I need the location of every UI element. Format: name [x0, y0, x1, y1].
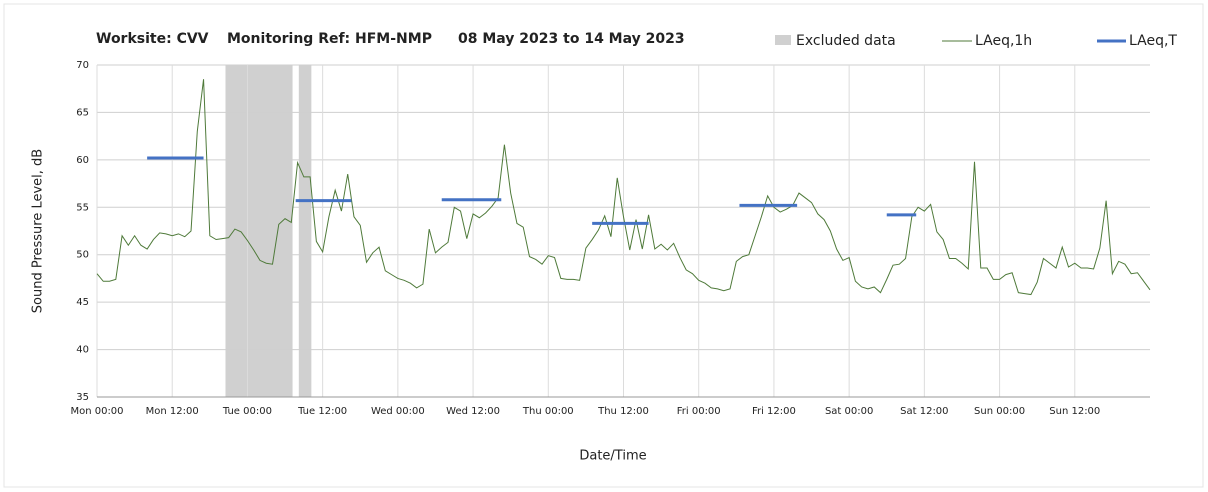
title-ref: Monitoring Ref: HFM-NMP: [227, 31, 432, 47]
legend-label: LAeq,1h: [975, 33, 1032, 49]
x-tick-label: Sun 12:00: [1049, 406, 1100, 417]
y-tick-label: 70: [76, 60, 89, 71]
line-series: [96, 79, 1151, 296]
x-tick-label: Thu 00:00: [522, 406, 574, 417]
x-tick-label: Mon 00:00: [70, 406, 123, 417]
title-worksite: Worksite: CVV: [96, 31, 209, 47]
y-tick-label: 60: [76, 155, 89, 166]
x-tick-label: Sat 12:00: [900, 406, 948, 417]
y-axis-title: Sound Pressure Level, dB: [31, 149, 46, 313]
excluded-band: [225, 65, 293, 397]
x-tick-label: Tue 00:00: [222, 406, 272, 417]
y-tick-label: 40: [76, 345, 89, 356]
y-tick-label: 50: [76, 250, 89, 261]
legend-label: LAeq,T: [1129, 33, 1177, 49]
legend-label: Excluded data: [796, 33, 896, 49]
y-tick-label: 55: [76, 202, 89, 213]
excluded-band: [298, 65, 312, 397]
x-tick-label: Fri 12:00: [752, 406, 796, 417]
x-axis-title: Date/Time: [579, 449, 646, 464]
x-tick-label: Fri 00:00: [677, 406, 721, 417]
x-tick-label: Sun 00:00: [974, 406, 1025, 417]
x-tick-label: Wed 00:00: [371, 406, 425, 417]
y-tick-label: 35: [76, 392, 89, 403]
x-tick-label: Wed 12:00: [446, 406, 500, 417]
y-tick-label: 45: [76, 297, 89, 308]
x-tick-label: Thu 12:00: [597, 406, 649, 417]
x-tick-label: Mon 12:00: [146, 406, 199, 417]
title-dates: 08 May 2023 to 14 May 2023: [458, 31, 685, 47]
legend-swatch: [775, 35, 791, 45]
x-tick-label: Tue 12:00: [297, 406, 347, 417]
y-tick-label: 65: [76, 107, 89, 118]
x-tick-label: Sat 00:00: [825, 406, 873, 417]
